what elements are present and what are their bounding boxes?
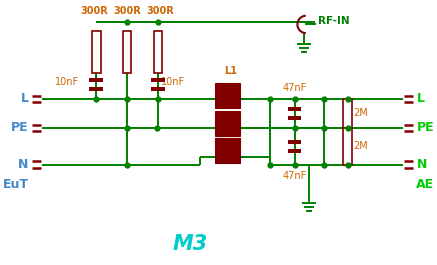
Text: N: N — [416, 158, 427, 171]
Bar — [90, 87, 103, 91]
Text: L: L — [21, 92, 28, 105]
Bar — [288, 140, 301, 144]
Bar — [288, 149, 301, 153]
Text: N: N — [18, 158, 28, 171]
Text: 2M: 2M — [354, 108, 368, 118]
Text: 300R: 300R — [146, 6, 174, 16]
Text: RF-IN: RF-IN — [318, 16, 349, 25]
Bar — [154, 31, 163, 73]
Text: M3: M3 — [173, 234, 208, 254]
Bar — [343, 128, 352, 165]
Text: PE: PE — [11, 121, 28, 134]
Bar — [215, 138, 240, 163]
Bar — [288, 116, 301, 120]
Text: EuT: EuT — [3, 178, 28, 191]
Text: L: L — [416, 92, 424, 105]
Text: 10nF: 10nF — [55, 77, 79, 87]
Bar — [123, 31, 132, 73]
Text: 47nF: 47nF — [282, 83, 307, 93]
Text: 2M: 2M — [354, 141, 368, 151]
Text: 300R: 300R — [113, 6, 141, 16]
Bar — [90, 78, 103, 82]
Bar — [151, 78, 165, 82]
Bar — [288, 107, 301, 111]
Text: AE: AE — [416, 178, 434, 191]
Bar — [92, 31, 101, 73]
Text: 300R: 300R — [80, 6, 108, 16]
Bar — [215, 111, 240, 135]
Text: L1: L1 — [224, 66, 237, 76]
Bar — [215, 83, 240, 108]
Bar — [343, 99, 352, 128]
Text: 47nF: 47nF — [282, 170, 307, 180]
Text: PE: PE — [416, 121, 434, 134]
Text: 10nF: 10nF — [161, 77, 185, 87]
Bar — [151, 87, 165, 91]
